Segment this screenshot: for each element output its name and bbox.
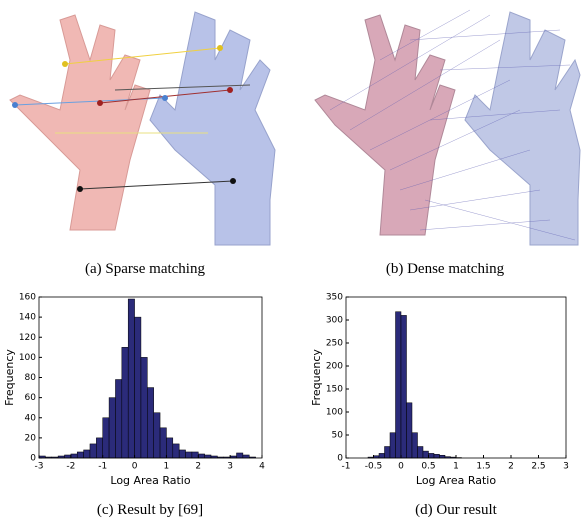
y-tick-label: 40 bbox=[25, 413, 37, 423]
bar bbox=[236, 452, 244, 459]
bar bbox=[140, 357, 148, 459]
y-axis-label: Frequency bbox=[310, 349, 323, 406]
dense-matching-image bbox=[314, 9, 581, 246]
caption: (d) Our result bbox=[415, 502, 497, 518]
x-axis-label: Log Area Ratio bbox=[110, 474, 190, 487]
hand-left bbox=[9, 14, 151, 231]
bar bbox=[96, 437, 103, 459]
y-tick-label: 20 bbox=[25, 433, 37, 443]
hand-right bbox=[149, 11, 276, 246]
sparse-matching-image bbox=[9, 11, 276, 246]
caption: (a) Sparse matching bbox=[85, 261, 205, 277]
bar bbox=[384, 446, 391, 459]
x-tick-label: 3 bbox=[563, 462, 569, 472]
y-tick-label: 150 bbox=[326, 385, 343, 395]
bar bbox=[89, 443, 97, 459]
y-tick-label: 0 bbox=[30, 454, 36, 464]
bar bbox=[191, 451, 199, 459]
y-tick-label: 100 bbox=[19, 353, 36, 363]
bar bbox=[83, 449, 91, 459]
bar bbox=[439, 454, 446, 459]
x-tick-label: 0 bbox=[398, 462, 404, 472]
bar bbox=[134, 316, 142, 459]
bar bbox=[400, 315, 407, 459]
y-tick-label: 120 bbox=[19, 333, 36, 343]
x-tick-label: 3 bbox=[227, 462, 233, 472]
x-tick-label: 2 bbox=[195, 462, 201, 472]
bar bbox=[127, 298, 135, 459]
bar bbox=[70, 453, 78, 459]
y-tick-label: 200 bbox=[326, 362, 343, 372]
x-tick-label: 2 bbox=[508, 462, 514, 472]
x-tick-label: 1 bbox=[453, 462, 459, 472]
x-tick-label: 0 bbox=[132, 462, 138, 472]
y-tick-label: 250 bbox=[326, 339, 343, 349]
match-lines bbox=[329, 9, 576, 241]
x-tick-label: -2 bbox=[66, 462, 75, 472]
bar bbox=[76, 451, 84, 459]
hand-left bbox=[314, 14, 456, 236]
x-tick-label: 1 bbox=[164, 462, 170, 472]
bar bbox=[422, 450, 429, 459]
bar bbox=[406, 402, 413, 459]
caption: (b) Dense matching bbox=[386, 261, 505, 277]
x-axis-label: Log Area Ratio bbox=[416, 474, 496, 487]
bar bbox=[166, 437, 174, 459]
bar bbox=[178, 449, 186, 459]
x-tick-label: 4 bbox=[259, 462, 265, 472]
y-tick-label: 140 bbox=[19, 313, 36, 323]
match-points bbox=[12, 45, 236, 192]
y-tick-label: 80 bbox=[25, 373, 37, 383]
bar bbox=[159, 427, 167, 459]
bar bbox=[121, 347, 129, 459]
x-tick-label: -1 bbox=[342, 462, 351, 472]
caption: (c) Result by [69] bbox=[97, 502, 203, 518]
hand-right bbox=[464, 11, 581, 246]
bar bbox=[417, 446, 424, 459]
x-tick-label: 1.5 bbox=[476, 462, 490, 472]
y-tick-label: 60 bbox=[25, 393, 37, 403]
y-tick-label: 350 bbox=[326, 293, 343, 303]
y-tick-label: 0 bbox=[337, 454, 343, 464]
y-tick-label: 300 bbox=[326, 316, 343, 326]
bar bbox=[378, 453, 385, 459]
bar bbox=[64, 454, 72, 459]
bar bbox=[115, 379, 123, 459]
y-axis-label: Frequency bbox=[3, 349, 16, 406]
bar bbox=[108, 397, 116, 459]
bar bbox=[395, 311, 402, 459]
y-tick-label: 50 bbox=[332, 431, 344, 441]
bar bbox=[147, 387, 154, 459]
bar bbox=[172, 443, 180, 459]
y-tick-label: 100 bbox=[326, 408, 343, 418]
match-lines bbox=[14, 47, 251, 190]
x-tick-label: 0.5 bbox=[421, 462, 435, 472]
bar bbox=[242, 454, 250, 459]
bar bbox=[198, 453, 205, 459]
y-tick-label: 160 bbox=[19, 293, 36, 303]
bar bbox=[204, 454, 212, 459]
plot-frame bbox=[345, 296, 567, 459]
bar bbox=[411, 432, 418, 459]
x-tick-label: -1 bbox=[98, 462, 107, 472]
bar bbox=[153, 412, 161, 459]
bar bbox=[428, 453, 435, 459]
bar bbox=[433, 454, 440, 459]
bar bbox=[389, 432, 396, 459]
x-tick-label: 2.5 bbox=[531, 462, 545, 472]
x-tick-label: -3 bbox=[35, 462, 44, 472]
bar bbox=[102, 417, 110, 459]
bar bbox=[185, 451, 193, 459]
x-tick-label: -0.5 bbox=[365, 462, 383, 472]
